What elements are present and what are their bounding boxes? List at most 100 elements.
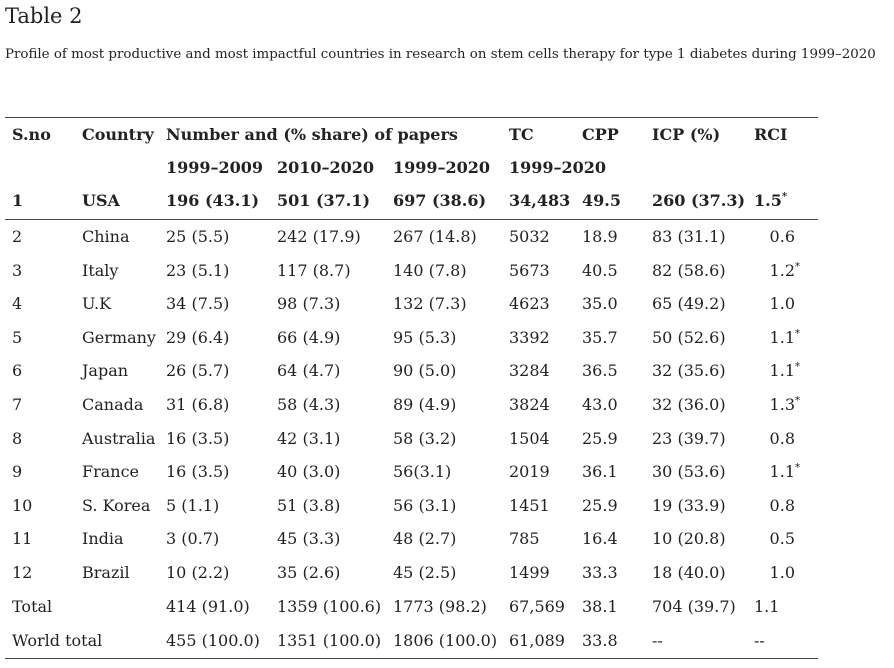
cell: 58 (3.2) xyxy=(393,428,457,448)
cell: 2 xyxy=(12,227,23,246)
cell: 25.9 xyxy=(582,495,618,515)
cell: -- xyxy=(754,630,765,650)
cell: 242 (17.9) xyxy=(277,227,361,246)
cell: 132 (7.3) xyxy=(393,294,467,314)
footnote-mark: * xyxy=(781,191,788,203)
cell: 1451 xyxy=(509,495,550,515)
cell: 5 (1.1) xyxy=(166,495,220,515)
cell: 10 xyxy=(12,495,33,515)
cell: 12 xyxy=(12,563,33,582)
cell: 32 (36.0) xyxy=(652,395,726,414)
footnote-mark: * xyxy=(795,328,800,340)
cell: 1806 (100.0) xyxy=(393,630,498,650)
cell: 49.5 xyxy=(582,191,621,210)
cell: 29 (6.4) xyxy=(166,327,230,347)
cell: France xyxy=(82,462,140,482)
cell: 1.1* xyxy=(769,462,800,482)
cell: 19 (33.9) xyxy=(652,495,726,515)
cell: 16 (3.5) xyxy=(166,462,230,482)
cell: 43.0 xyxy=(582,395,618,414)
cell: 16.4 xyxy=(582,529,618,549)
cell: 1 xyxy=(12,191,24,210)
cell: 16 (3.5) xyxy=(166,428,230,448)
cell: 697 (38.6) xyxy=(393,191,487,210)
cell: 90 (5.0) xyxy=(393,361,457,381)
cell: 6 xyxy=(12,361,23,381)
column-header: ICP (%) xyxy=(652,125,721,144)
cell: Italy xyxy=(82,260,119,280)
cell: 3 (0.7) xyxy=(166,529,220,549)
table-title: Table 2 xyxy=(5,4,83,28)
cell: 8 xyxy=(12,428,23,448)
column-header: TC xyxy=(509,125,534,144)
cell: 30 (53.6) xyxy=(652,462,726,482)
cell: 67,569 xyxy=(509,597,565,616)
cell: 3284 xyxy=(509,361,550,381)
cell: 455 (100.0) xyxy=(166,630,260,650)
top-rule xyxy=(5,117,818,118)
cell: India xyxy=(82,529,124,549)
cell: 1499 xyxy=(509,563,550,582)
cell: 18.9 xyxy=(582,227,618,246)
cell: U.K xyxy=(82,294,112,314)
cell: 35 (2.6) xyxy=(277,563,341,582)
cell: 42 (3.1) xyxy=(277,428,341,448)
cell: S. Korea xyxy=(82,495,151,515)
cell: 36.1 xyxy=(582,462,618,482)
cell: 1773 (98.2) xyxy=(393,597,487,616)
cell: Germany xyxy=(82,327,156,347)
cell: Japan xyxy=(82,361,129,381)
cell: 10 (2.2) xyxy=(166,563,230,582)
cell: 25 (5.5) xyxy=(166,227,230,246)
cell: 1.5* xyxy=(754,191,788,210)
cell: 0.8 xyxy=(769,428,795,448)
footnote-mark: * xyxy=(795,462,800,474)
cell: 66 (4.9) xyxy=(277,327,341,347)
cell: Australia xyxy=(82,428,156,448)
cell: 1359 (100.6) xyxy=(277,597,382,616)
cell: 10 (20.8) xyxy=(652,529,726,549)
cell: China xyxy=(82,227,130,246)
cell: 3824 xyxy=(509,395,550,414)
cell: 260 (37.3) xyxy=(652,191,746,210)
cell: Canada xyxy=(82,395,144,414)
cell: 23 (39.7) xyxy=(652,428,726,448)
column-header: Country xyxy=(82,125,154,144)
cell: 18 (40.0) xyxy=(652,563,726,582)
cell: 2019 xyxy=(509,462,550,482)
cell: 23 (5.1) xyxy=(166,260,230,280)
column-subheader: 1999–2020 xyxy=(393,158,491,177)
cell: 58 (4.3) xyxy=(277,395,341,414)
cell: USA xyxy=(82,191,120,210)
column-header: CPP xyxy=(582,125,619,144)
cell: 267 (14.8) xyxy=(393,227,477,246)
cell: 33.8 xyxy=(582,630,618,650)
cell: 3392 xyxy=(509,327,550,347)
footnote-mark: * xyxy=(795,362,800,374)
cell: 56 (3.1) xyxy=(393,495,457,515)
cell: 82 (58.6) xyxy=(652,260,726,280)
cell: 11 xyxy=(12,529,33,549)
cell: 0.5 xyxy=(769,529,795,549)
cell: 1.1 xyxy=(754,597,780,616)
cell: 40 (3.0) xyxy=(277,462,341,482)
cell: -- xyxy=(652,630,663,650)
cell: 34 (7.5) xyxy=(166,294,230,314)
cell: 5673 xyxy=(509,260,550,280)
cell: 1.1* xyxy=(769,361,800,381)
cell: 0.6 xyxy=(769,227,795,246)
cell: 5032 xyxy=(509,227,550,246)
cell: 32 (35.6) xyxy=(652,361,726,381)
cell: 95 (5.3) xyxy=(393,327,457,347)
footnote-mark: * xyxy=(795,395,800,407)
cell: 50 (52.6) xyxy=(652,327,726,347)
cell: 1.2* xyxy=(769,260,800,280)
cell: 26 (5.7) xyxy=(166,361,230,381)
cell: 45 (2.5) xyxy=(393,563,457,582)
cell: 1.0 xyxy=(769,563,795,582)
cell: 65 (49.2) xyxy=(652,294,726,314)
cell: 140 (7.8) xyxy=(393,260,467,280)
cell: 1.1* xyxy=(769,327,800,347)
cell: 0.8 xyxy=(769,495,795,515)
